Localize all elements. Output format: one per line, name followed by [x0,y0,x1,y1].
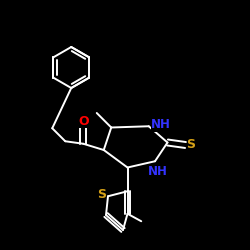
Text: NH: NH [148,165,168,178]
Text: NH: NH [151,118,171,132]
Text: O: O [78,115,88,128]
Text: S: S [97,188,106,202]
Text: S: S [186,138,196,151]
